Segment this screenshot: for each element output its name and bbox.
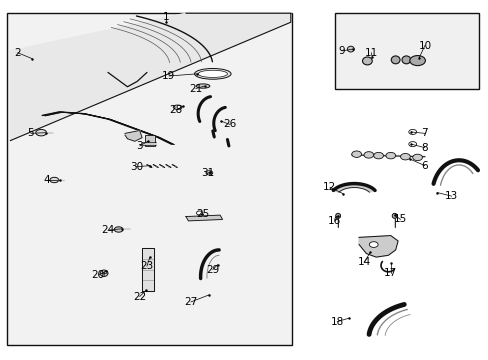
Text: 1: 1: [163, 12, 169, 22]
Text: 15: 15: [393, 215, 407, 224]
Ellipse shape: [114, 227, 123, 232]
Ellipse shape: [368, 242, 377, 247]
Ellipse shape: [400, 153, 409, 160]
Text: 23: 23: [140, 261, 153, 271]
Polygon shape: [142, 248, 154, 291]
Bar: [6, 13, 291, 345]
Text: 13: 13: [444, 191, 457, 201]
Text: 8: 8: [421, 143, 427, 153]
Text: 10: 10: [418, 41, 430, 50]
Ellipse shape: [50, 177, 59, 183]
Ellipse shape: [335, 213, 340, 219]
Polygon shape: [185, 215, 222, 221]
Bar: [334, 13, 478, 89]
Ellipse shape: [391, 213, 396, 219]
Text: 24: 24: [101, 225, 114, 235]
Ellipse shape: [196, 211, 203, 215]
Text: 9: 9: [338, 46, 345, 56]
Text: 11: 11: [364, 48, 377, 58]
Text: 17: 17: [384, 268, 397, 278]
Ellipse shape: [36, 130, 46, 136]
Text: 14: 14: [357, 257, 370, 267]
Ellipse shape: [205, 171, 212, 175]
Text: 26: 26: [223, 120, 236, 129]
Text: 18: 18: [330, 317, 343, 327]
Text: 20: 20: [91, 270, 104, 280]
Text: 12: 12: [323, 182, 336, 192]
Ellipse shape: [194, 68, 231, 79]
Ellipse shape: [100, 270, 108, 276]
Ellipse shape: [408, 141, 416, 147]
Text: 7: 7: [421, 129, 427, 138]
Ellipse shape: [408, 130, 416, 134]
Text: 30: 30: [129, 162, 142, 172]
Ellipse shape: [173, 105, 182, 109]
Text: 29: 29: [206, 265, 219, 275]
Text: 6: 6: [421, 161, 427, 171]
Ellipse shape: [198, 70, 227, 77]
Ellipse shape: [412, 154, 422, 161]
Polygon shape: [10, 13, 290, 140]
Bar: [144, 135, 155, 146]
Ellipse shape: [351, 151, 361, 157]
Ellipse shape: [363, 152, 373, 158]
Ellipse shape: [373, 152, 383, 159]
Text: 25: 25: [196, 209, 209, 219]
Text: 22: 22: [133, 292, 146, 302]
Text: 2: 2: [15, 48, 21, 58]
Polygon shape: [125, 131, 142, 141]
Ellipse shape: [409, 55, 425, 66]
Polygon shape: [358, 235, 397, 257]
Text: 16: 16: [327, 216, 341, 226]
Text: 4: 4: [43, 175, 50, 185]
Ellipse shape: [390, 56, 399, 64]
Text: 31: 31: [201, 168, 214, 178]
Text: 28: 28: [169, 105, 183, 115]
Ellipse shape: [401, 56, 410, 64]
Text: 19: 19: [162, 71, 175, 81]
Text: 5: 5: [27, 129, 34, 138]
Text: 21: 21: [189, 84, 202, 94]
Ellipse shape: [385, 152, 395, 159]
Text: 27: 27: [184, 297, 197, 307]
Ellipse shape: [346, 46, 353, 52]
Ellipse shape: [196, 84, 209, 88]
Polygon shape: [333, 184, 374, 192]
Text: 3: 3: [136, 141, 142, 151]
Ellipse shape: [362, 57, 371, 65]
